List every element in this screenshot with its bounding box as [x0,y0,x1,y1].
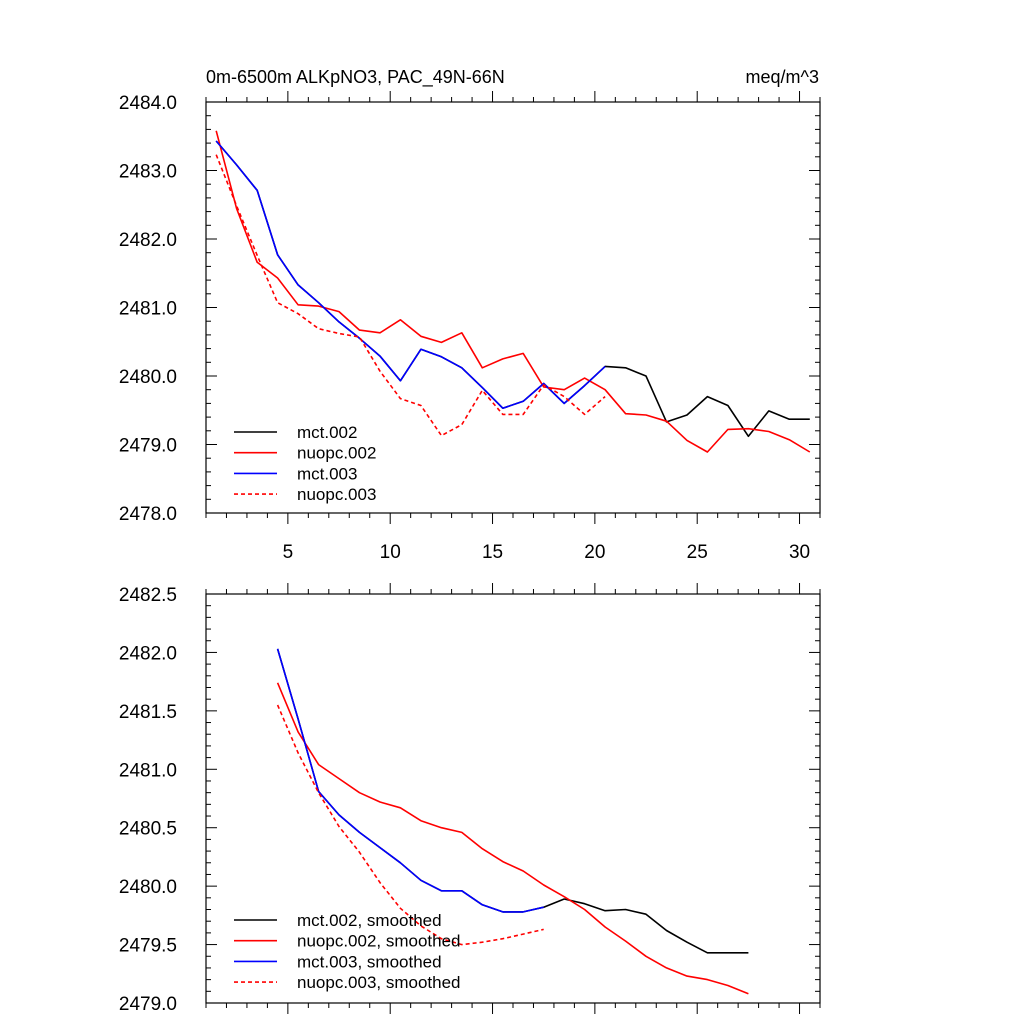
panel-1-legend-label: nuopc.003 [297,485,376,504]
panel-1-y-tick-label: 2482.0 [119,230,177,251]
panel-2-y-tick-label: 2480.5 [119,819,177,840]
panel-1-y-tick-label: 2481.0 [119,299,177,320]
panel-2-legend-label: nuopc.002, smoothed [297,932,461,951]
panel-2-y-tick-label: 2482.5 [119,585,177,606]
panel-2-series-line-1 [276,648,749,954]
panel-1-series-line-2 [215,130,811,453]
panel-1-x-tick-label: 20 [584,542,605,563]
panel-2-series-line-2 [276,682,749,995]
panel-2-y-tick-label: 2479.5 [119,936,177,957]
panel-1-y-tick-label: 2483.0 [119,162,177,183]
panel-1-legend-label: nuopc.002 [297,444,376,463]
panel-2-y-tick-label: 2480.0 [119,877,177,898]
panel-1-units-label: meq/m^3 [746,67,819,87]
panel-2-legend-label: mct.002, smoothed [297,911,442,930]
panel-1-x-tick-label: 15 [482,542,503,563]
panel-1-series-line-1 [215,140,810,438]
panel-1-x-tick-label: 25 [687,542,708,563]
panel-1-x-tick-label: 30 [789,542,810,563]
panel-2-legend-label: nuopc.003, smoothed [297,973,461,992]
panel-1-x-tick-label: 5 [283,542,294,563]
panel-2-y-tick-label: 2482.0 [119,643,177,664]
panel-1-series-line-4 [215,154,606,437]
panel-1-y-tick-label: 2479.0 [119,436,177,457]
panel-1-legend-label: mct.003 [297,464,357,483]
panel-1-y-tick-label: 2480.0 [119,367,177,388]
panel-1-legend-label: mct.002 [297,423,357,442]
panel-1-y-tick-label: 2484.0 [119,93,177,114]
panel-2-series-line-4 [276,704,544,946]
panel-2-y-tick-label: 2481.0 [119,760,177,781]
panel-2-legend-label: mct.003, smoothed [297,952,442,971]
panel-2-series-line-3 [276,648,544,913]
panel-1-y-tick-label: 2478.0 [119,504,177,525]
panel-2-y-tick-label: 2481.5 [119,702,177,723]
panel-2-y-tick-label: 2479.0 [119,994,177,1015]
panel-1-series-line-3 [215,140,606,410]
panel-1-x-tick-label: 10 [380,542,401,563]
panel-1-title: 0m-6500m ALKpNO3, PAC_49N-66N [206,67,505,88]
